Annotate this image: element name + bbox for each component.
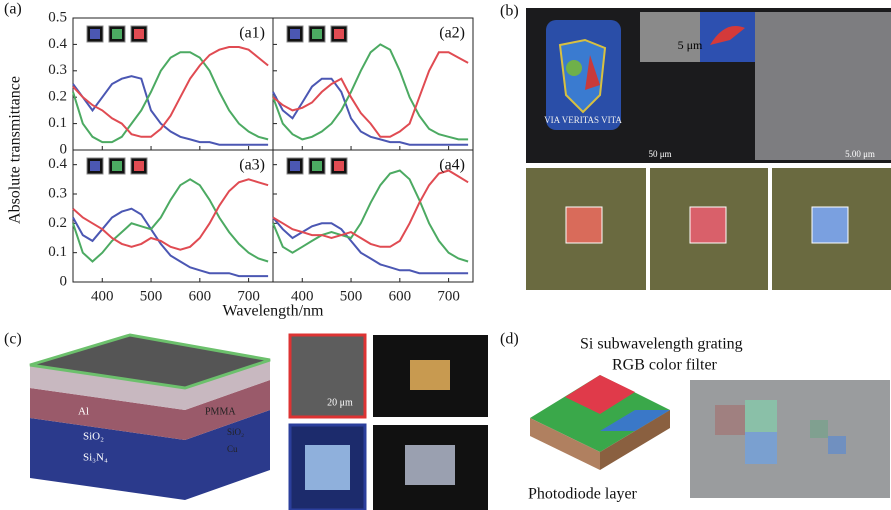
y-tick-label: 0.3 <box>48 62 67 78</box>
data-line <box>272 43 469 141</box>
motto: VIA VERITAS VITA <box>544 115 622 125</box>
y-tick-label: 0.4 <box>48 156 67 172</box>
swatch <box>290 29 300 39</box>
x-tick-label: 700 <box>237 288 260 304</box>
x-tick-label: 500 <box>140 288 163 304</box>
scale-label: 5 μm <box>678 38 703 52</box>
data-line <box>72 207 269 278</box>
data-line <box>272 169 469 263</box>
swatch <box>112 161 122 171</box>
x-tick-label: 600 <box>389 288 412 304</box>
layer-label: Si <box>58 486 67 498</box>
data-line <box>72 178 269 263</box>
data-line <box>72 178 269 251</box>
swatch <box>312 161 322 171</box>
panel-label: (d) <box>500 331 519 348</box>
x-tick-label: 500 <box>340 288 363 304</box>
layer-label: Cu <box>227 444 238 454</box>
annotation: RGB color filter <box>612 357 718 374</box>
y-tick-label: 0 <box>60 273 68 289</box>
y-tick-label: 0.3 <box>48 185 67 201</box>
panel-label: (b) <box>500 3 519 20</box>
swatch <box>290 161 300 171</box>
chart-title: (a3) <box>239 157 265 174</box>
annotation: Photodiode layer <box>528 486 638 503</box>
chart-title: (a4) <box>439 157 465 174</box>
layer-label: SiO₂ <box>227 427 244 437</box>
data-line <box>272 51 469 138</box>
scale-label: 50 μm <box>648 149 671 159</box>
layer-label: PMMA <box>205 406 236 417</box>
swatch <box>334 161 344 171</box>
x-tick-label: 400 <box>291 288 314 304</box>
data-line <box>272 216 469 275</box>
data-line <box>72 46 269 138</box>
y-tick-label: 0.2 <box>48 215 67 231</box>
swatch <box>312 29 322 39</box>
y-tick-label: 0.1 <box>48 115 67 131</box>
x-axis-label: Wavelength/nm <box>223 303 324 320</box>
y-tick-label: 0 <box>60 141 68 157</box>
y-tick-label: 0.5 <box>48 9 67 25</box>
swatch <box>134 29 144 39</box>
x-tick-label: 600 <box>189 288 212 304</box>
data-line <box>272 169 469 248</box>
plot-frame <box>272 149 474 283</box>
swatch <box>334 29 344 39</box>
panel-label: (a) <box>4 1 22 18</box>
scale-label: 20 μm <box>327 397 353 408</box>
data-line <box>72 51 269 144</box>
annotation: Si subwavelength grating <box>580 336 743 353</box>
sem-images <box>526 8 891 290</box>
x-tick-label: 400 <box>91 288 114 304</box>
scale-label: 5.00 μm <box>845 149 875 159</box>
filter-illustration <box>530 375 890 498</box>
layer-label: SiO₂ <box>83 431 104 443</box>
layer-label: Si₃N₄ <box>83 452 108 464</box>
chart-title: (a2) <box>439 25 465 42</box>
swatch <box>112 29 122 39</box>
data-line <box>72 75 269 146</box>
y-axis-label: Absolute transmittance <box>7 76 24 224</box>
x-tick-label: 700 <box>437 288 460 304</box>
layer-label: Al <box>78 406 89 418</box>
y-tick-label: 0.4 <box>48 36 67 52</box>
data-line <box>272 77 469 146</box>
y-tick-label: 0.2 <box>48 89 67 105</box>
device-illustration <box>29 333 488 510</box>
panel-label: (c) <box>4 331 22 348</box>
y-tick-label: 0.1 <box>48 244 67 260</box>
swatch <box>90 161 100 171</box>
swatch <box>90 29 100 39</box>
swatch <box>134 161 144 171</box>
chart-title: (a1) <box>239 25 265 42</box>
